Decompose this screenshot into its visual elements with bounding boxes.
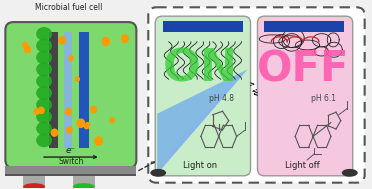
- Ellipse shape: [109, 117, 115, 123]
- Text: ON: ON: [162, 48, 237, 91]
- Text: Microbial fuel cell: Microbial fuel cell: [35, 3, 103, 12]
- Ellipse shape: [36, 86, 52, 100]
- Text: Light on: Light on: [183, 161, 217, 170]
- FancyBboxPatch shape: [155, 16, 250, 176]
- Ellipse shape: [36, 74, 52, 88]
- Ellipse shape: [342, 169, 358, 177]
- FancyBboxPatch shape: [257, 16, 353, 176]
- Ellipse shape: [36, 110, 52, 124]
- Ellipse shape: [75, 76, 80, 82]
- Ellipse shape: [36, 63, 52, 76]
- Ellipse shape: [121, 34, 129, 43]
- Ellipse shape: [36, 122, 52, 135]
- Ellipse shape: [23, 183, 45, 189]
- Ellipse shape: [36, 133, 52, 147]
- Ellipse shape: [85, 122, 90, 128]
- Bar: [163, 21, 243, 32]
- Text: Switch: Switch: [58, 157, 84, 167]
- Ellipse shape: [102, 37, 110, 46]
- Polygon shape: [157, 69, 247, 174]
- Bar: [73, 176, 95, 188]
- Bar: [23, 176, 45, 188]
- Polygon shape: [157, 69, 247, 174]
- Text: e⁻: e⁻: [66, 146, 76, 155]
- Text: pH 4.8: pH 4.8: [209, 94, 234, 103]
- Ellipse shape: [33, 108, 40, 115]
- Bar: [5, 172, 137, 176]
- Text: OFF: OFF: [257, 48, 349, 90]
- Ellipse shape: [66, 126, 73, 134]
- Ellipse shape: [150, 169, 166, 177]
- Bar: [5, 166, 137, 174]
- Ellipse shape: [38, 106, 45, 114]
- Ellipse shape: [36, 98, 52, 112]
- Text: pH 6.1: pH 6.1: [311, 94, 336, 103]
- Ellipse shape: [22, 41, 28, 48]
- Ellipse shape: [73, 183, 95, 189]
- Bar: [64, 32, 72, 148]
- Ellipse shape: [65, 108, 72, 116]
- Ellipse shape: [36, 39, 52, 53]
- Ellipse shape: [36, 27, 52, 41]
- Ellipse shape: [36, 51, 52, 64]
- FancyBboxPatch shape: [5, 22, 137, 168]
- Ellipse shape: [84, 123, 89, 129]
- Ellipse shape: [90, 106, 97, 113]
- Text: Light off: Light off: [285, 161, 320, 170]
- FancyBboxPatch shape: [148, 7, 365, 183]
- Ellipse shape: [94, 136, 103, 146]
- Bar: [264, 21, 344, 32]
- Bar: [49, 32, 58, 148]
- Ellipse shape: [68, 55, 74, 61]
- Ellipse shape: [24, 45, 31, 53]
- Ellipse shape: [51, 129, 58, 137]
- Ellipse shape: [58, 36, 66, 45]
- Ellipse shape: [77, 119, 85, 128]
- Bar: [79, 32, 89, 148]
